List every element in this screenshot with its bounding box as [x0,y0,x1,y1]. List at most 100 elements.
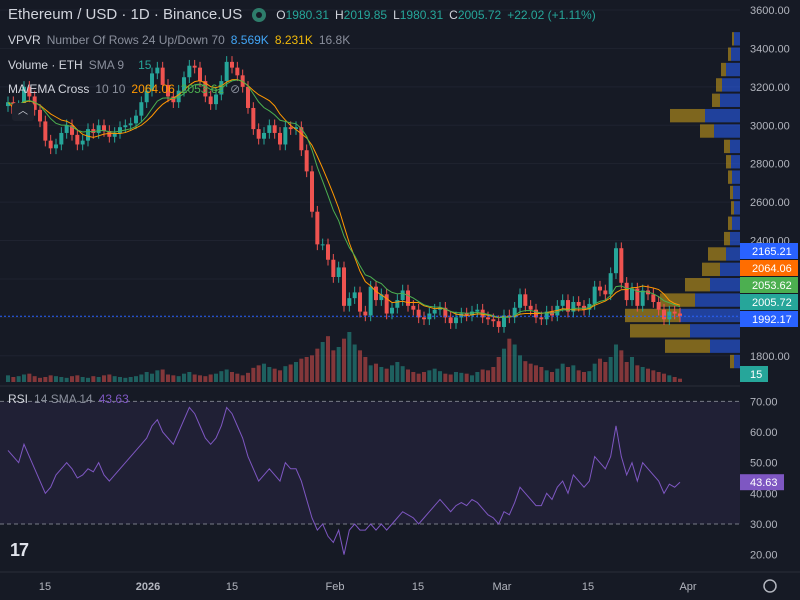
vp-down-bar [630,324,690,338]
candle-body [587,303,592,310]
price-label-text: 2053.62 [752,280,792,292]
vpvr-up-value: 8.569K [230,33,269,47]
price-tick-label: 1800.00 [750,351,790,363]
vp-up-bar [732,216,740,230]
volume-bar [619,350,624,382]
candle-body [235,67,240,76]
price-label-text: 2064.06 [752,263,792,275]
volume-bar [299,358,304,382]
time-tick-label: 15 [582,581,594,593]
candle-body [491,319,496,322]
volume-bar [390,365,394,382]
volume-params: SMA 9 [88,58,125,72]
volume-bar [587,371,592,382]
volume-bar [491,367,496,382]
rsi-legend[interactable]: RSI 14 SMA 14 43.63 [8,392,129,406]
candle-body [411,305,416,310]
volume-bar [342,338,346,382]
volume-bar [331,350,336,382]
volume-bar [667,375,672,382]
rsi-tick-label: 60.00 [750,427,778,439]
candle-body [134,115,138,124]
vp-up-bar [734,354,740,369]
time-tick-label: Feb [326,581,345,593]
volume-bar [251,367,256,382]
collapse-legend-chevron-icon[interactable]: ︿ [12,103,34,121]
candle-body [256,129,261,139]
vp-down-bar [670,108,705,123]
candle-body [278,132,282,145]
candle-body [358,292,362,312]
price-tick-label: 3200.00 [750,82,790,94]
candle-body [342,267,346,306]
candle-body [262,132,266,139]
volume-profile [625,32,740,369]
volume-bar [523,361,528,382]
visibility-icon[interactable] [252,7,267,22]
volume-bar [166,374,170,382]
price-tick-label: 3600.00 [750,5,790,17]
volume-bar [560,363,565,382]
volume-bar [267,367,272,382]
volume-bar [550,372,554,382]
price-label-badge [740,277,798,293]
vp-up-bar [734,32,740,46]
candle-body [315,211,320,245]
vp-down-bar [625,308,680,323]
price-tick-label: 3400.00 [750,43,790,55]
ma-legend[interactable]: MA/EMA Cross 10 10 2064.06 2053.62 ⊘ [8,82,240,96]
volume-bar [150,373,154,382]
volume-bar [598,358,602,382]
volume-bar [459,372,464,382]
candle-body [379,294,384,301]
volume-bar [54,376,58,382]
volume-bar [624,362,629,382]
volume-legend[interactable]: Volume · ETH SMA 9 15 [8,58,151,72]
volume-bar [118,377,122,382]
vp-up-bar [722,78,740,92]
volume-bar [582,372,586,382]
hidden-icon[interactable]: ⊘ [230,82,241,96]
volume-bar [320,342,325,382]
volume-bar [528,363,533,382]
candle-body [651,294,656,302]
volume-bar [70,376,74,382]
vp-down-bar [726,155,731,169]
ma-value-2: 2053.62 [180,82,225,96]
volume-bar [176,376,181,382]
volume-value: 15 [138,58,152,72]
volume-bar [662,373,666,382]
candle-body [192,65,197,68]
vpvr-legend[interactable]: VPVR Number Of Rows 24 Up/Down 70 8.569K… [8,33,350,47]
vp-down-bar [660,293,695,307]
candle-body [283,127,288,145]
volume-bar [544,370,549,382]
vp-up-bar [710,278,740,292]
candle-body [395,300,400,308]
price-tick-label: 2800.00 [750,159,790,171]
symbol-title[interactable]: Ethereum / USD · 1D · Binance.US [8,6,243,23]
candle-body [214,94,218,105]
candle-body [603,290,608,295]
vp-up-bar [730,139,740,154]
volume-bar [630,357,634,382]
volume-bar [480,369,485,382]
candle-body [422,317,426,320]
volume-bar [219,371,224,382]
volume-bar [603,362,608,382]
time-tick-label: 15 [226,581,238,593]
rsi-pane [0,385,800,570]
vp-up-bar [720,93,740,107]
volume-bar [102,375,106,382]
tradingview-logo-icon[interactable]: 17 [10,540,29,560]
volume-bar [502,348,506,382]
volume-bar [75,375,80,382]
candle-body [128,123,133,126]
volume-label-text: 15 [750,369,762,381]
sma-line [7,79,681,319]
vp-down-bar [728,170,732,184]
volume-bar [224,369,229,382]
vpvr-down-value: 8.231K [274,33,313,47]
